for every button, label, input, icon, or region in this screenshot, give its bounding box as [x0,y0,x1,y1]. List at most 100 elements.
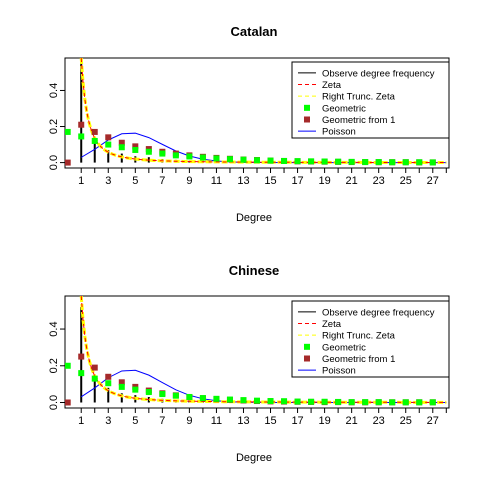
geometric-point [65,362,71,369]
x-tick-label: 5 [132,415,138,427]
legend-label: Geometric from 1 [322,354,395,365]
geometric-point [186,393,193,400]
legend-swatch [304,104,310,111]
zeta-line [80,296,447,403]
geometric-point [362,159,369,166]
geometric-point [308,398,315,405]
geometric-from1-point [118,379,125,386]
geometric-point [429,159,436,166]
geometric-point [172,392,179,399]
x-tick-label: 23 [373,415,385,427]
legend-label: Zeta [322,319,342,330]
geometric-point [335,158,342,165]
y-tick-label: 0.2 [48,119,60,134]
geometric-point [91,137,98,144]
legend-swatch [304,116,310,123]
geometric-point [159,150,166,157]
geometric-point [254,157,260,164]
geometric-point [362,399,369,406]
x-tick-label: 27 [427,415,439,427]
geometric-point [240,397,247,404]
zeta-line [80,58,447,163]
geometric-from1-point [78,121,85,128]
y-tick-label: 0.0 [48,395,60,410]
plot-area [65,296,447,406]
geometric-point [389,399,396,406]
geometric-from1-point [91,128,98,135]
geometric-point [416,159,423,166]
geometric-point [267,398,274,405]
geometric-point [65,128,71,135]
legend-swatch [304,343,310,350]
geometric-point [145,148,152,155]
x-tick-label: 19 [318,175,330,187]
x-tick-label: 25 [400,175,412,187]
geometric-point [254,397,260,404]
legend-label: Geometric [322,103,366,114]
x-tick-label: 3 [105,175,111,187]
geometric-point [321,398,328,405]
legend-label: Right Trunc. Zeta [322,331,396,342]
legend-label: Geometric [322,342,366,353]
x-tick-label: 11 [211,175,222,187]
geometric-point [226,396,233,403]
x-tick-label: 9 [186,175,192,187]
geometric-point [294,158,301,165]
geometric-point [348,158,355,165]
x-axis-label: Degree [236,452,272,464]
geometric-point [105,141,112,148]
legend-box [291,300,450,378]
y-tick-label: 0.4 [48,83,60,98]
x-tick-label: 23 [373,175,385,187]
y-tick-label: 0.0 [48,155,60,170]
x-tick-label: 7 [159,415,165,427]
legend-label: Observe degree frequency [322,307,435,318]
legend-label: Observe degree frequency [322,68,435,79]
legend-label: Right Trunc. Zeta [322,92,396,103]
x-tick-label: 21 [346,415,358,427]
x-tick-label: 13 [237,415,249,427]
geometric-point [281,398,288,405]
x-tick-label: 27 [427,175,439,187]
geometric-point [240,156,247,163]
geometric-from1-point [78,353,85,360]
legend-label: Geometric from 1 [322,115,395,126]
geometric-point [226,156,233,163]
y-tick-label: 0.2 [48,358,60,373]
geometric-from1-point [132,143,139,150]
x-tick-label: 19 [318,415,330,427]
geometric-point [118,383,125,390]
legend-label: Zeta [322,80,342,91]
geometric-point [321,158,328,165]
chart-title: Chinese [229,263,280,278]
geometric-point [375,399,382,406]
geometric-from1-point [105,373,112,380]
x-tick-label: 5 [132,175,138,187]
legend-box [291,61,450,139]
geometric-point [118,144,125,151]
x-tick-label: 7 [159,175,165,187]
x-tick-label: 13 [237,175,249,187]
geometric-from1-point [65,159,71,166]
legend-label: Poisson [322,127,356,138]
geometric-from1-point [65,399,71,406]
x-tick-label: 1 [78,175,84,187]
x-tick-label: 11 [211,415,222,427]
geometric-point [105,380,112,387]
x-tick-label: 15 [264,415,276,427]
geometric-point [335,398,342,405]
geometric-point [308,158,315,165]
geometric-point [429,399,436,406]
legend-label: Poisson [322,366,356,377]
y-tick-label: 0.4 [48,321,60,336]
geometric-point [402,159,409,166]
geometric-point [389,159,396,166]
geometric-point [91,375,98,382]
x-tick-label: 9 [186,415,192,427]
x-tick-label: 1 [78,415,84,427]
legend-swatch [304,355,310,362]
chart-title: Catalan [231,24,278,39]
x-tick-label: 3 [105,415,111,427]
